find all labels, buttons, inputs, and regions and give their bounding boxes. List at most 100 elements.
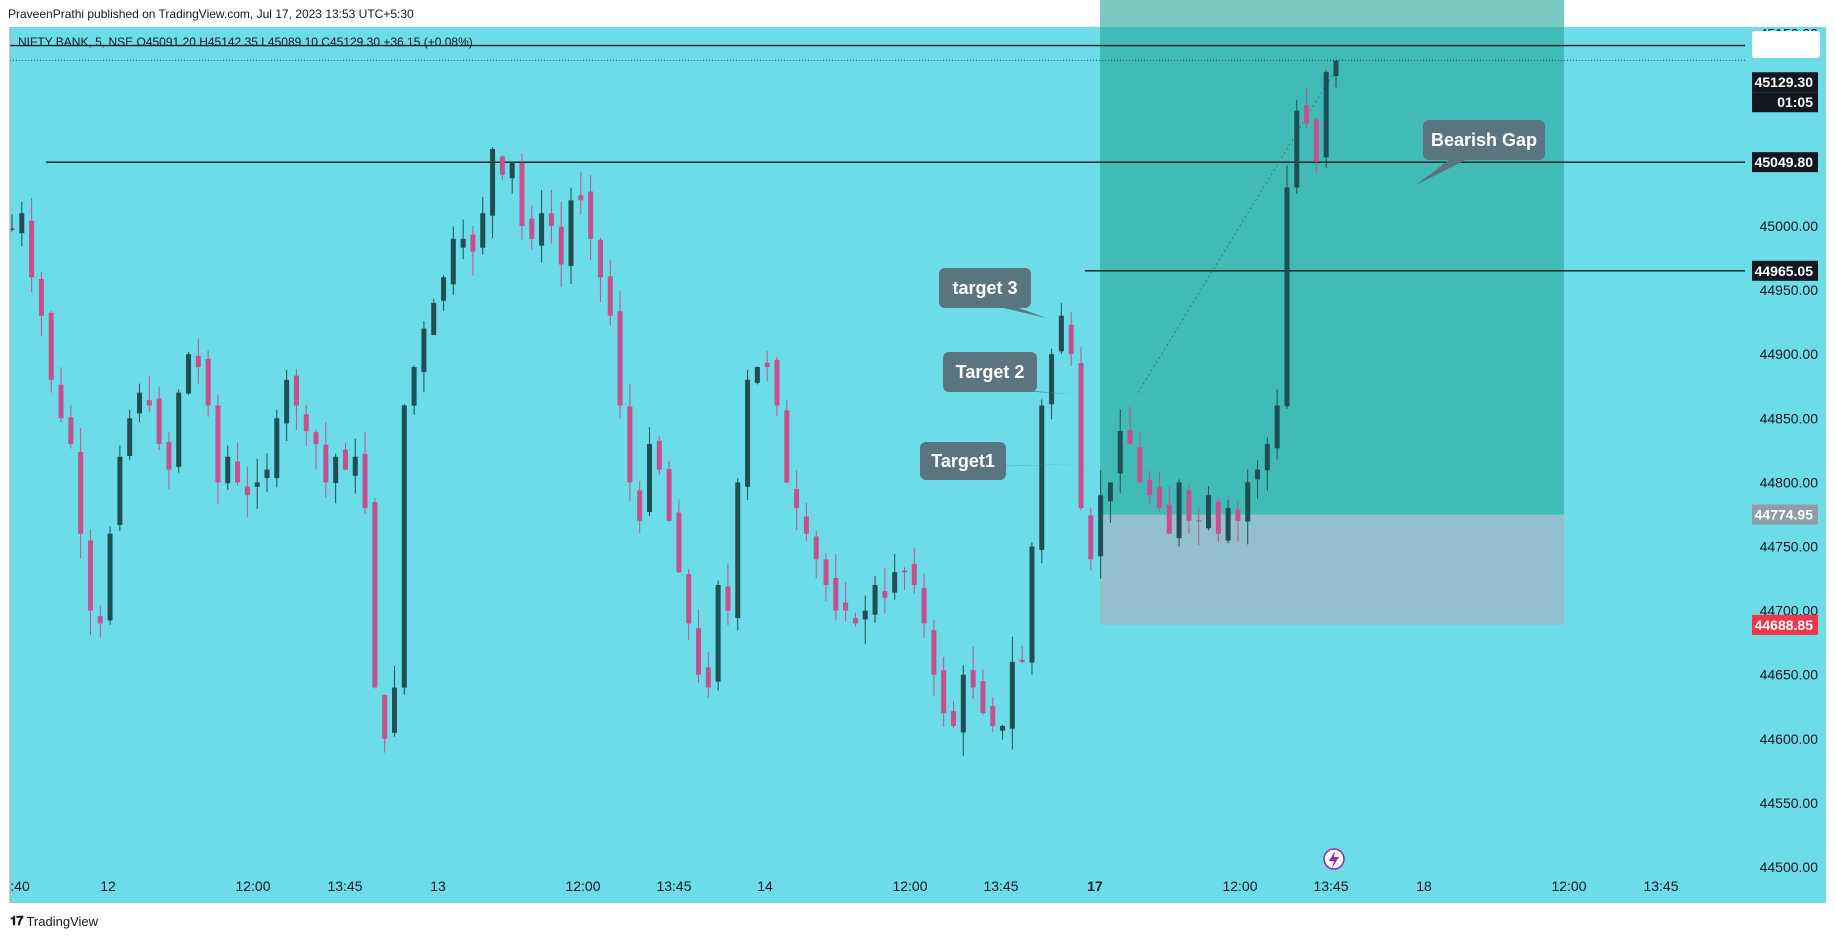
- callout-label: Target1: [931, 451, 995, 471]
- price-tag-label: 44965.05: [1755, 263, 1814, 279]
- candle: [1225, 499, 1231, 544]
- candle: [480, 196, 486, 255]
- candle: [1068, 312, 1074, 366]
- x-tick-label: 12:00: [235, 878, 270, 894]
- price-tag: 01:05: [1752, 92, 1818, 113]
- candle: [666, 461, 672, 522]
- candle: [892, 553, 898, 600]
- candle: [1147, 470, 1153, 503]
- candle: [754, 366, 760, 385]
- y-tick-label: 44900.00: [1760, 346, 1819, 362]
- price-tag-label: 45049.80: [1755, 154, 1814, 170]
- target-zone: [1100, 0, 1564, 515]
- callout-box: [939, 268, 1031, 308]
- candle: [391, 665, 397, 737]
- legend-box[interactable]: [1752, 31, 1820, 58]
- candle: [686, 569, 692, 641]
- footer-brand: TradingView: [26, 913, 99, 929]
- candle: [676, 499, 682, 574]
- x-tick-label: 12:00: [565, 878, 600, 894]
- candle: [244, 466, 250, 518]
- candle: [774, 357, 780, 416]
- candle: [460, 219, 466, 260]
- callout-2: Target 2: [943, 352, 1072, 394]
- x-tick-label: 18: [1416, 878, 1432, 894]
- price-tag-bg: [1752, 504, 1818, 525]
- candle: [362, 431, 368, 514]
- candle: [637, 480, 643, 533]
- y-tick-label: 44850.00: [1760, 410, 1819, 426]
- candle: [186, 351, 192, 395]
- price-tag: 44774.95: [1752, 504, 1818, 525]
- y-tick-label: 44750.00: [1760, 539, 1819, 555]
- candle: [1333, 60, 1339, 88]
- callout-pointer: [972, 464, 1085, 467]
- candle: [764, 350, 770, 382]
- candle: [68, 404, 74, 449]
- y-tick-label: 44650.00: [1760, 667, 1819, 683]
- candle: [264, 453, 270, 493]
- candle: [509, 161, 515, 194]
- candle: [1186, 483, 1192, 534]
- symbol-legend: NIFTY BANK, 5, NSE O45091.20 H45142.35 L…: [18, 35, 473, 49]
- price-tag: 44688.85: [1752, 614, 1818, 635]
- candle: [490, 147, 496, 239]
- candle: [87, 529, 93, 636]
- candle: [1166, 486, 1172, 535]
- candle: [382, 694, 388, 753]
- x-tick-label: 13:45: [983, 878, 1018, 894]
- candle: [1078, 347, 1084, 511]
- candle: [696, 609, 702, 683]
- candle: [372, 497, 378, 689]
- candle: [38, 271, 44, 336]
- candle: [421, 320, 427, 393]
- candle: [411, 365, 417, 415]
- callout-0: Bearish Gap: [1416, 120, 1545, 185]
- candle: [852, 612, 858, 627]
- publish-info: PraveenPrathi published on TradingView.c…: [8, 7, 414, 21]
- candle: [1304, 87, 1310, 129]
- candle: [136, 383, 142, 423]
- candle: [107, 526, 113, 625]
- candle: [29, 198, 35, 293]
- candle: [127, 409, 133, 460]
- price-tag-bg: [1752, 92, 1818, 113]
- candle: [78, 427, 84, 559]
- candle: [313, 429, 319, 470]
- candle: [990, 697, 996, 733]
- x-tick-label: 13:45: [327, 878, 362, 894]
- candle: [980, 669, 986, 716]
- candle: [1294, 99, 1300, 194]
- candle: [235, 442, 241, 486]
- candle: [921, 573, 927, 638]
- x-tick-label: :40: [10, 878, 30, 894]
- candle: [1196, 506, 1202, 546]
- callout-label: Target 2: [956, 362, 1025, 382]
- candle: [323, 422, 329, 498]
- y-tick-label: 45000.00: [1760, 218, 1819, 234]
- candle: [205, 350, 211, 417]
- candle: [499, 154, 505, 180]
- candle: [97, 605, 103, 638]
- candle: [951, 701, 957, 729]
- x-tick-label: 13:45: [1643, 878, 1678, 894]
- tradingview-logo-icon: 𝟏𝟕: [10, 913, 24, 928]
- candle: [823, 553, 829, 602]
- candle: [441, 275, 447, 312]
- candle: [539, 190, 545, 263]
- price-tag-bg: [1752, 614, 1818, 635]
- y-tick-label: 44550.00: [1760, 795, 1819, 811]
- candle: [293, 368, 299, 431]
- x-tick-label: 14: [757, 878, 773, 894]
- callout-box: [1423, 120, 1545, 160]
- x-tick-label: 12:00: [1222, 878, 1257, 894]
- candle: [401, 404, 407, 695]
- price-tag-label: 44774.95: [1755, 507, 1814, 523]
- candle: [431, 298, 437, 336]
- candle: [833, 553, 839, 621]
- candle: [254, 458, 260, 509]
- candle: [862, 595, 868, 645]
- candle: [725, 563, 731, 626]
- candle: [617, 291, 623, 419]
